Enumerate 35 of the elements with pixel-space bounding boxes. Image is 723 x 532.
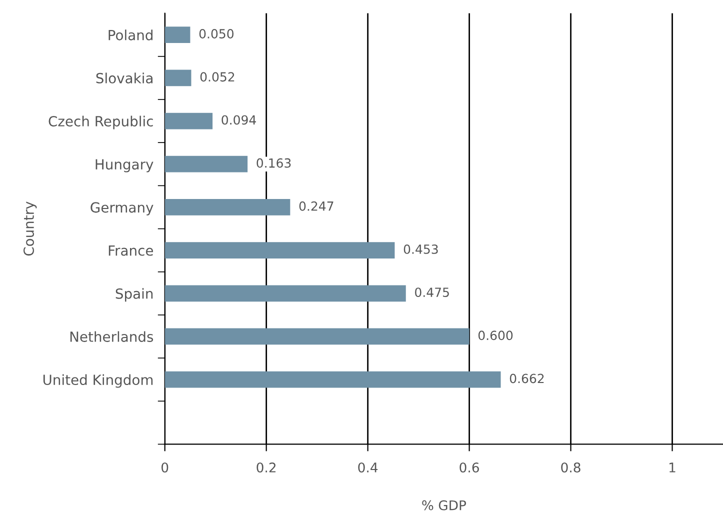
y-tick-label: Slovakia [96, 72, 152, 84]
bar [164, 156, 248, 172]
y-tick-label: Hungary [96, 159, 154, 172]
data-label: 0.163 [256, 158, 291, 168]
x-tick-label: 0 [162, 462, 168, 472]
bar [164, 285, 406, 302]
data-label: 0.600 [478, 330, 513, 340]
x-tick-label: 0.2 [256, 462, 276, 472]
data-label: 0.475 [415, 288, 449, 298]
bar [164, 70, 192, 86]
data-label: 0.662 [510, 374, 544, 384]
y-tick-label: Czech Republic [48, 116, 153, 130]
bar [164, 26, 190, 44]
bar [164, 199, 290, 216]
data-label: 0.094 [222, 115, 256, 125]
x-axis-title: % GDP [422, 500, 466, 510]
bar [164, 242, 395, 258]
y-tick-label: United Kingdom [43, 374, 153, 388]
x-tick-label: 1 [670, 462, 676, 472]
data-label: 0.453 [404, 244, 438, 254]
y-tick-label: France [108, 245, 153, 256]
x-tick-label: 0.8 [561, 462, 580, 472]
data-label: 0.247 [299, 201, 334, 211]
y-tick-label: Germany [90, 202, 154, 216]
y-axis-title: Country [24, 202, 37, 256]
y-tick-label: Poland [108, 30, 152, 40]
bar [164, 328, 470, 345]
data-label: 0.050 [199, 29, 234, 38]
bar [164, 112, 213, 130]
x-tick-label: 0.6 [460, 462, 479, 472]
y-tick-label: Spain [116, 288, 153, 302]
x-tick-label: 0.4 [358, 462, 378, 472]
y-tick-label: Netherlands [70, 331, 154, 342]
data-label: 0.052 [200, 72, 234, 82]
bar [164, 371, 501, 388]
